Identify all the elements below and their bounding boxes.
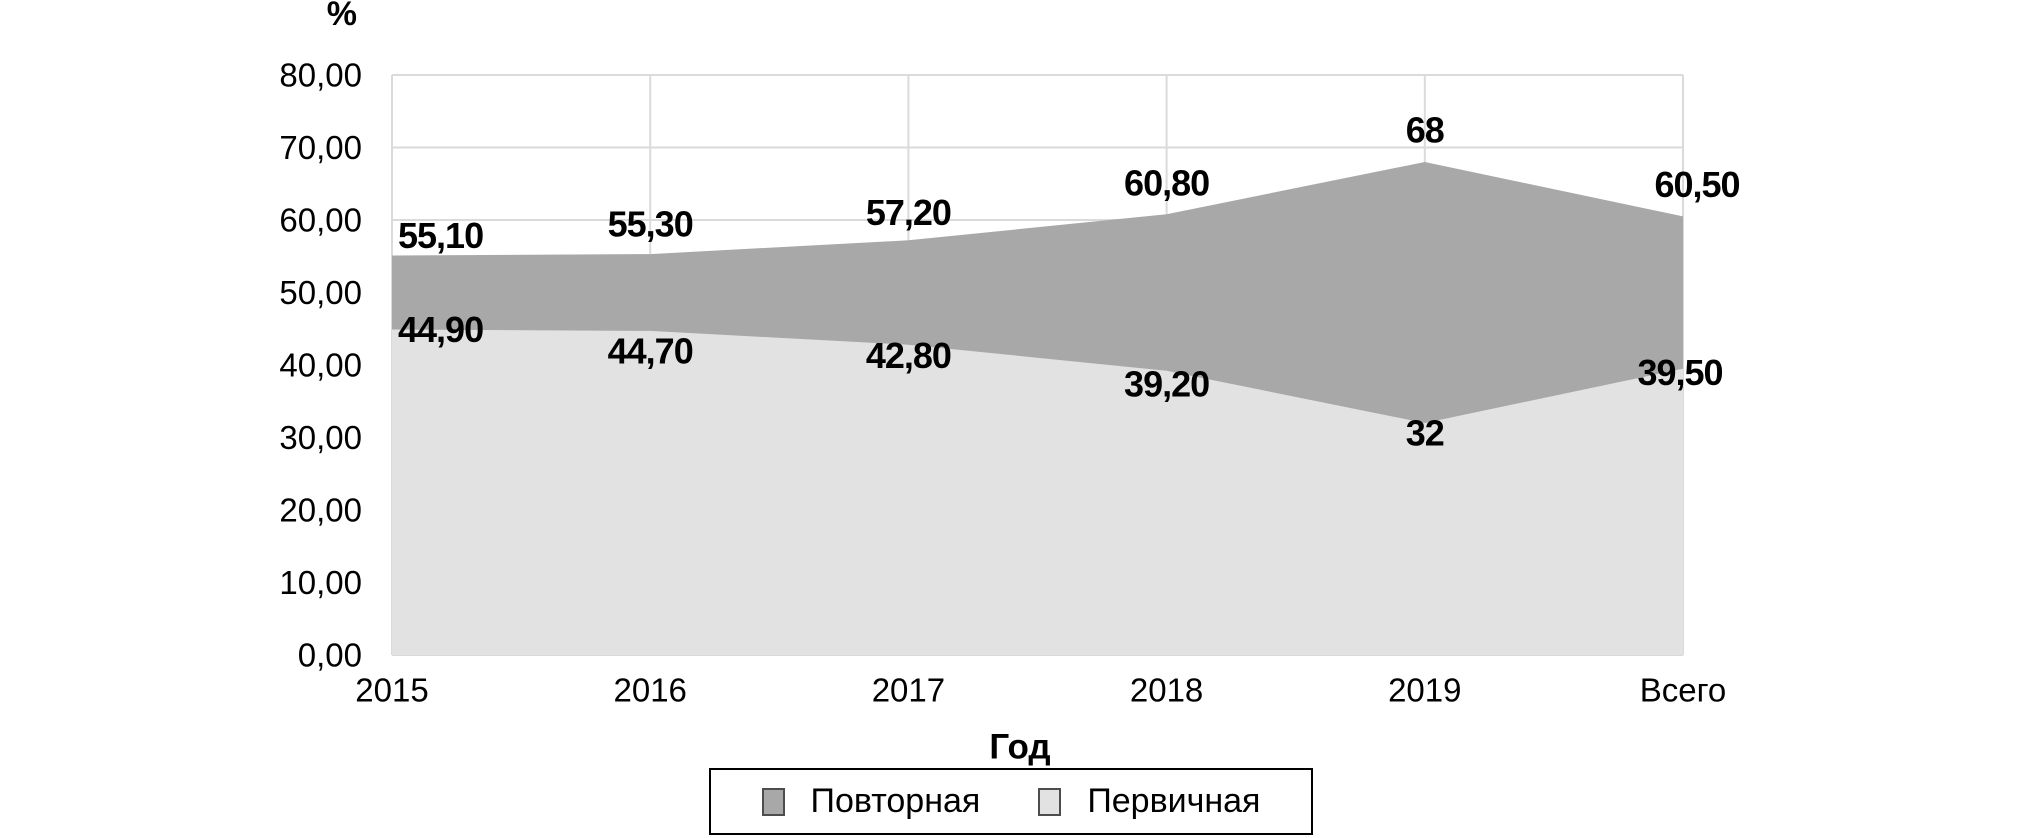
legend: Повторная Первичная <box>709 768 1313 835</box>
legend-label-povtornaya: Повторная <box>810 782 981 820</box>
x-tick-label: 2017 <box>872 672 945 709</box>
legend-label-pervichnaya: Первичная <box>1087 782 1261 820</box>
data-label-povtornaya: 68 <box>1406 110 1444 151</box>
legend-item-pervichnaya: Первичная <box>1038 782 1260 821</box>
x-tick-label: 2018 <box>1130 672 1203 709</box>
y-tick-label: 50,00 <box>279 274 362 311</box>
data-label-povtornaya: 60,80 <box>1124 163 1209 204</box>
legend-swatch-povtornaya <box>761 787 785 816</box>
x-axis-title: Год <box>989 728 1050 767</box>
y-tick-label: 40,00 <box>279 347 362 384</box>
y-tick-label: 80,00 <box>279 57 362 94</box>
data-label-pervichnaya: 32 <box>1406 413 1444 454</box>
data-label-pervichnaya: 44,70 <box>608 330 693 371</box>
y-tick-label: 30,00 <box>279 419 362 456</box>
data-label-povtornaya: 57,20 <box>866 192 951 233</box>
legend-swatch-pervichnaya <box>1038 787 1062 816</box>
data-label-povtornaya: 55,30 <box>608 204 693 245</box>
data-label-pervichnaya: 44,90 <box>398 309 483 350</box>
data-label-pervichnaya: 39,50 <box>1637 352 1722 393</box>
data-label-povtornaya: 55,10 <box>398 215 483 256</box>
y-tick-label: 60,00 <box>279 202 362 239</box>
y-tick-label: 20,00 <box>279 492 362 529</box>
y-axis-unit-label: % <box>327 0 357 33</box>
data-label-povtornaya: 60,50 <box>1654 164 1739 205</box>
y-tick-label: 0,00 <box>298 637 362 674</box>
x-tick-label: 2016 <box>613 672 686 709</box>
data-label-pervichnaya: 39,20 <box>1124 363 1209 404</box>
legend-item-povtornaya: Повторная <box>761 782 981 821</box>
x-tick-label: 2019 <box>1388 672 1461 709</box>
y-tick-label: 70,00 <box>279 129 362 166</box>
area-series-pervichnaya <box>392 329 1683 655</box>
x-tick-label: Всего <box>1640 672 1727 709</box>
y-tick-label: 10,00 <box>279 564 362 601</box>
x-tick-label: 2015 <box>355 672 428 709</box>
data-label-pervichnaya: 42,80 <box>866 335 951 376</box>
